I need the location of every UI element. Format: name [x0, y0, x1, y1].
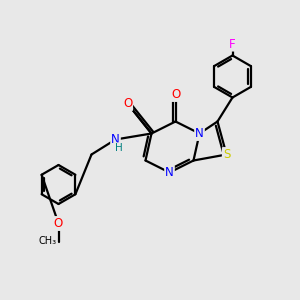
Text: O: O	[123, 97, 132, 110]
Text: O: O	[54, 217, 63, 230]
Text: S: S	[223, 148, 230, 161]
Text: O: O	[171, 88, 180, 101]
Text: F: F	[229, 38, 236, 51]
Text: H: H	[115, 143, 123, 153]
Text: N: N	[165, 166, 174, 179]
Text: CH₃: CH₃	[38, 236, 56, 247]
Text: N: N	[195, 127, 204, 140]
Text: N: N	[111, 133, 120, 146]
